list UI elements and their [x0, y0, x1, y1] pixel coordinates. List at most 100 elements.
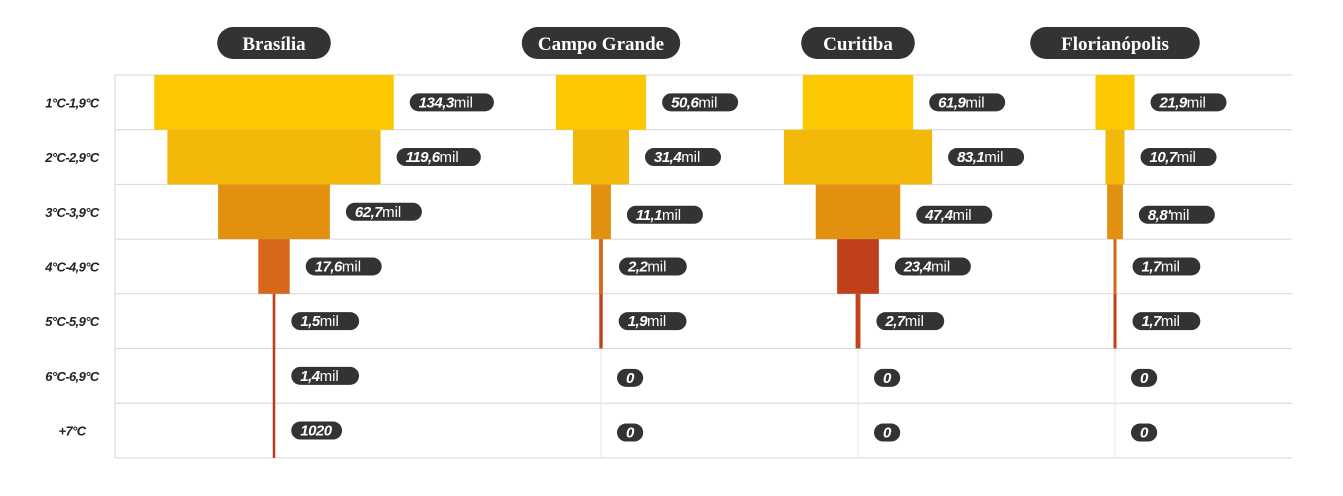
- city-header-pill: [521, 27, 681, 59]
- value-pill: [396, 148, 481, 167]
- bar-brasilia: [154, 75, 394, 130]
- value-pill-florianopolis: 10,7mil: [1140, 148, 1217, 167]
- value-pill-campo-grande: 11,1mil: [626, 205, 703, 224]
- value-pill-brasilia: 1,5mil: [291, 312, 360, 331]
- value-pill: [1132, 312, 1201, 331]
- bar-curitiba: [855, 293, 861, 349]
- value-label: 1,7mil: [1142, 258, 1181, 275]
- bar-curitiba: [802, 75, 914, 130]
- value-pill-brasilia: 1020: [291, 421, 343, 440]
- chart-bars: [154, 75, 1135, 458]
- city-header-label: Curitiba: [823, 34, 893, 55]
- value-pill: [1138, 205, 1215, 224]
- value-pill-curitiba: 0: [874, 423, 901, 442]
- row-label: 1°C-1,9°C: [45, 95, 100, 110]
- value-pill-florianopolis: 0: [1131, 423, 1158, 442]
- value-label: 1,7mil: [1142, 313, 1181, 330]
- value-pill-florianopolis: 1,7mil: [1132, 312, 1201, 331]
- bar-campo-grande: [599, 293, 603, 349]
- value-pill: [1131, 368, 1158, 387]
- value-pill-curitiba: 47,4mil: [916, 205, 993, 224]
- bar-campo-grande: [591, 184, 611, 240]
- value-label: 8,8'mil: [1148, 207, 1190, 224]
- city-header-label: Florianópolis: [1061, 34, 1169, 55]
- value-pill: [626, 205, 703, 224]
- value-pill-curitiba: 2,7mil: [876, 312, 945, 331]
- city-header-pill: [801, 27, 915, 59]
- city-header-campo-grande: Campo Grande: [521, 27, 681, 59]
- value-label: 83,1mil: [957, 149, 1003, 166]
- value-label: 11,1mil: [636, 207, 681, 224]
- value-pill: [894, 257, 971, 276]
- bar-brasilia: [218, 184, 330, 240]
- bar-curitiba: [815, 184, 901, 240]
- value-pill-curitiba: 61,9mil: [929, 93, 1006, 112]
- bar-brasilia: [272, 293, 276, 349]
- value-label: 1,5mil: [300, 313, 339, 330]
- row-label: 4°C-4,9°C: [44, 259, 100, 274]
- bar-brasilia: [272, 403, 276, 458]
- value-pill: [662, 93, 739, 112]
- bar-florianopolis: [1113, 293, 1117, 349]
- value-pill-campo-grande: 0: [617, 368, 644, 387]
- value-pill: [345, 202, 422, 221]
- value-pill-curitiba: 23,4mil: [894, 257, 971, 276]
- value-pill-florianopolis: 0: [1131, 368, 1158, 387]
- value-pill-brasilia: 62,7mil: [345, 202, 422, 221]
- value-pill-brasilia: 17,6mil: [305, 257, 382, 276]
- bar-campo-grande: [599, 239, 603, 294]
- bar-florianopolis: [1107, 184, 1123, 240]
- row-label: 3°C-3,9°C: [45, 205, 100, 220]
- row-label: 6°C-6,9°C: [45, 369, 100, 384]
- value-pill: [874, 368, 901, 387]
- value-label: 23,4mil: [903, 258, 950, 275]
- value-pill-campo-grande: 0: [617, 423, 644, 442]
- value-pill: [644, 148, 721, 167]
- value-pill: [874, 423, 901, 442]
- city-header-brasilia: Brasília: [217, 27, 331, 59]
- city-header-curitiba: Curitiba: [801, 27, 915, 59]
- chart-labels: 1°C-1,9°C 2°C-2,9°C 3°C-3,9°C 4°C-4,9°C 5°C-…: [44, 93, 1227, 442]
- value-pill-florianopolis: 1,7mil: [1132, 257, 1201, 276]
- value-label: 119,6mil: [406, 149, 459, 166]
- value-pill-curitiba: 0: [874, 368, 901, 387]
- value-pill-florianopolis: 8,8'mil: [1138, 205, 1215, 224]
- value-label: 62,7mil: [355, 204, 401, 221]
- value-label: 10,7mil: [1150, 149, 1196, 166]
- value-pill: [876, 312, 945, 331]
- bar-florianopolis: [1113, 239, 1117, 294]
- value-label: 0: [883, 425, 892, 442]
- value-pill-campo-grande: 2,2mil: [618, 257, 687, 276]
- value-label: 1,9mil: [628, 313, 667, 330]
- bar-florianopolis: [1105, 129, 1125, 185]
- value-pill: [617, 423, 644, 442]
- value-pill: [409, 93, 494, 112]
- value-pill: [1140, 148, 1217, 167]
- value-pill: [1131, 423, 1158, 442]
- row-label: 5°C-5,9°C: [45, 314, 100, 329]
- value-label: 1,4mil: [300, 368, 339, 385]
- value-pill-curitiba: 83,1mil: [948, 148, 1025, 167]
- value-label: 47,4mil: [924, 207, 971, 224]
- row-label: +7°C: [58, 424, 86, 439]
- value-label: 0: [626, 425, 635, 442]
- value-label: 50,6mil: [671, 94, 717, 111]
- value-pill: [1132, 257, 1201, 276]
- value-pill: [1150, 93, 1227, 112]
- bar-brasilia: [258, 239, 290, 294]
- city-header-florianopolis: Florianópolis: [1030, 27, 1200, 59]
- city-header-pill: [217, 27, 331, 59]
- value-label: 61,9mil: [938, 94, 984, 111]
- value-pill: [618, 312, 687, 331]
- value-label: 21,9mil: [1159, 94, 1206, 111]
- city-header-label: Campo Grande: [538, 34, 664, 55]
- value-label: 0: [1140, 370, 1149, 387]
- value-pill-brasilia: 119,6mil: [396, 148, 481, 167]
- city-header-label: Brasília: [242, 34, 306, 55]
- city-headers: Brasília Campo Grande Curitiba Florianópoli…: [217, 27, 1200, 59]
- row-label: 2°C-2,9°C: [44, 150, 100, 165]
- bar-campo-grande: [573, 129, 629, 185]
- value-label: 17,6mil: [315, 258, 361, 275]
- value-label: 134,3mil: [419, 94, 473, 111]
- value-pill-campo-grande: 50,6mil: [662, 93, 739, 112]
